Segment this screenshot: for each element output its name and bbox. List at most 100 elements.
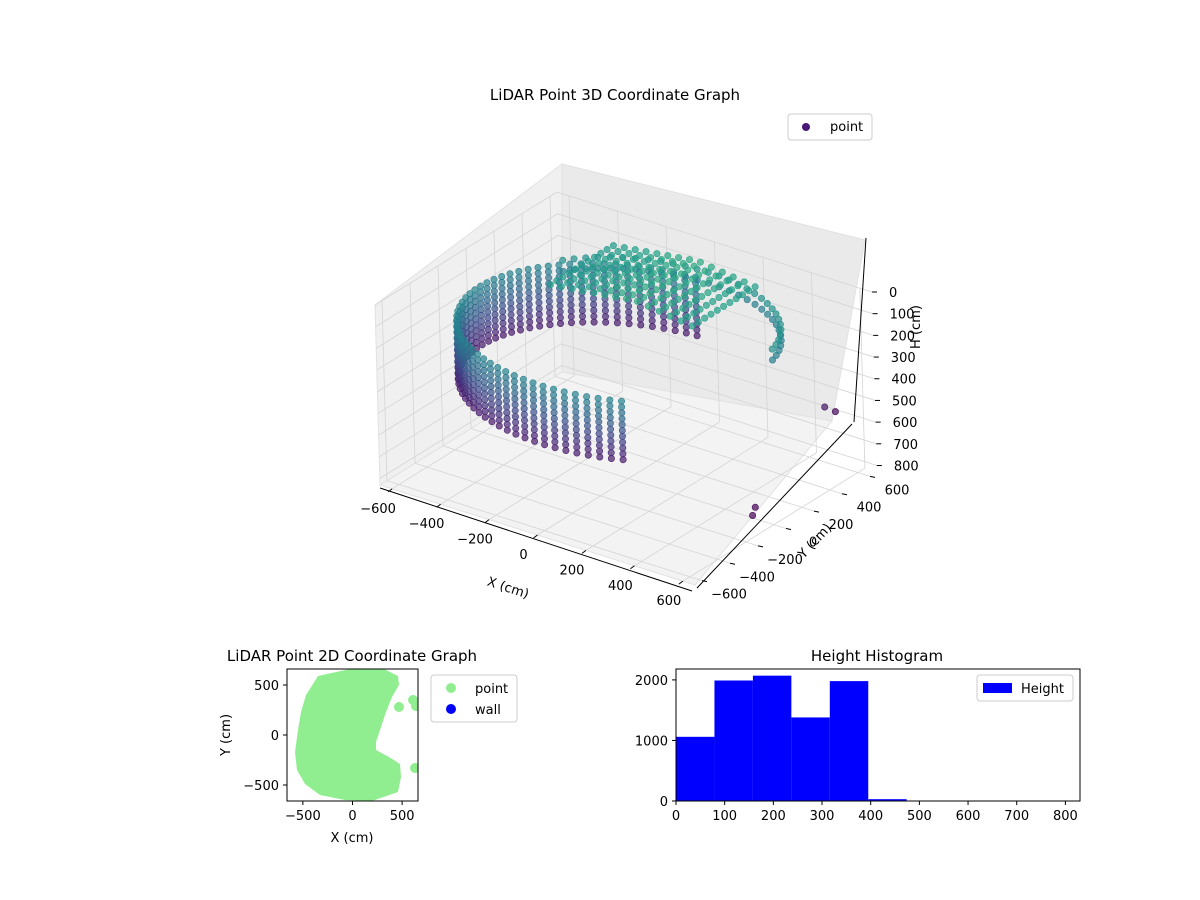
point-3d [662,261,670,269]
point-3d [597,249,605,257]
point-3d [564,279,572,287]
legend-2d-label-wall: wall [475,703,501,718]
point-3d [573,449,581,457]
point-3d [535,310,543,318]
point-3d [643,273,651,281]
point-3d [596,447,604,455]
point-3d [494,381,502,389]
point-3d [490,287,498,295]
point-3d [606,419,614,427]
point-3d [484,325,492,333]
point-3d [525,312,533,320]
tick-label-3d-y: −200 [767,553,803,568]
point-3d [578,261,586,269]
point-3d [695,271,703,279]
tick-label-3d-x: −200 [457,533,493,548]
point-3d [606,396,614,404]
point-3d [535,287,543,295]
point-3d [507,317,515,325]
point-3d [694,318,702,326]
point-3d [567,313,575,321]
point-3d [662,303,670,311]
point-3d [484,331,492,339]
point-3d [494,393,502,401]
point-3d [494,375,502,383]
point-3d [596,453,604,461]
tick-label-2d-y: 500 [254,679,279,694]
point-3d [595,412,603,420]
point-3d [474,350,482,358]
gridline-3d-y [554,375,871,477]
point-3d [632,271,640,279]
point-3d [698,292,706,300]
point-3d [495,422,503,430]
point-3d [475,391,483,399]
point-3d [612,293,620,301]
point-3d [589,263,597,271]
chart-3d: LiDAR Point 3D Coordinate Graph −600 −400… [360,86,924,609]
point-3d [701,267,709,275]
point-3d [651,259,659,267]
point-3d [635,287,643,295]
point-3d [648,322,656,330]
point-3d [498,302,506,310]
point-3d [617,397,625,405]
point-3d [515,267,523,275]
histogram-bar [868,799,907,801]
point-3d [488,412,496,420]
point-3d [477,317,485,325]
point-3d [768,345,776,353]
point-3d [550,397,558,405]
tick-3d-x [581,549,587,554]
gridline-3d-y [521,213,528,394]
point-3d [507,293,515,301]
point-3d [515,285,523,293]
point-3d [688,275,696,283]
point-3d [669,287,677,295]
point-3d [502,397,510,405]
point-3d [764,310,772,318]
tick-3d-y [729,562,736,565]
point-3d [535,304,543,312]
point-3d [590,300,598,308]
point-3d [503,420,511,428]
histogram-bar [676,736,715,801]
tick-label-hist-y: 0 [660,795,668,810]
point-3d [690,262,698,270]
point-3d [634,261,642,269]
point-3d [598,275,606,283]
point-3d [682,329,690,337]
point-3d [609,242,617,250]
point-3d [499,325,507,333]
point-3d [622,295,630,303]
point-3d [619,456,627,464]
gridline-3d-y [409,283,416,464]
point-3d [602,281,610,289]
point-3d [477,306,485,314]
point-3d [595,435,603,443]
point-3d [644,302,652,310]
point-3d [620,279,628,287]
point-3d [503,403,511,411]
point-3d [688,322,696,330]
point-3d [595,418,603,426]
point-3d [494,387,502,395]
tick-label-2d-x: 0 [348,809,356,824]
point-3d [641,283,649,291]
point-3d [477,294,485,302]
point-3d [524,265,532,273]
point-3d [620,244,628,252]
point-3d [545,297,553,305]
point-3d [594,400,602,408]
tick-label-3d-z: 400 [891,373,916,388]
point-3d [539,382,547,390]
point-3d [680,291,688,299]
point-3d [515,279,523,287]
point-3d [606,261,614,269]
point-3d [477,311,485,319]
point-3d [625,308,633,316]
point-3d [511,407,519,415]
point-3d [495,399,503,407]
point-3d [723,277,731,285]
gridline-3d-z [556,191,873,293]
